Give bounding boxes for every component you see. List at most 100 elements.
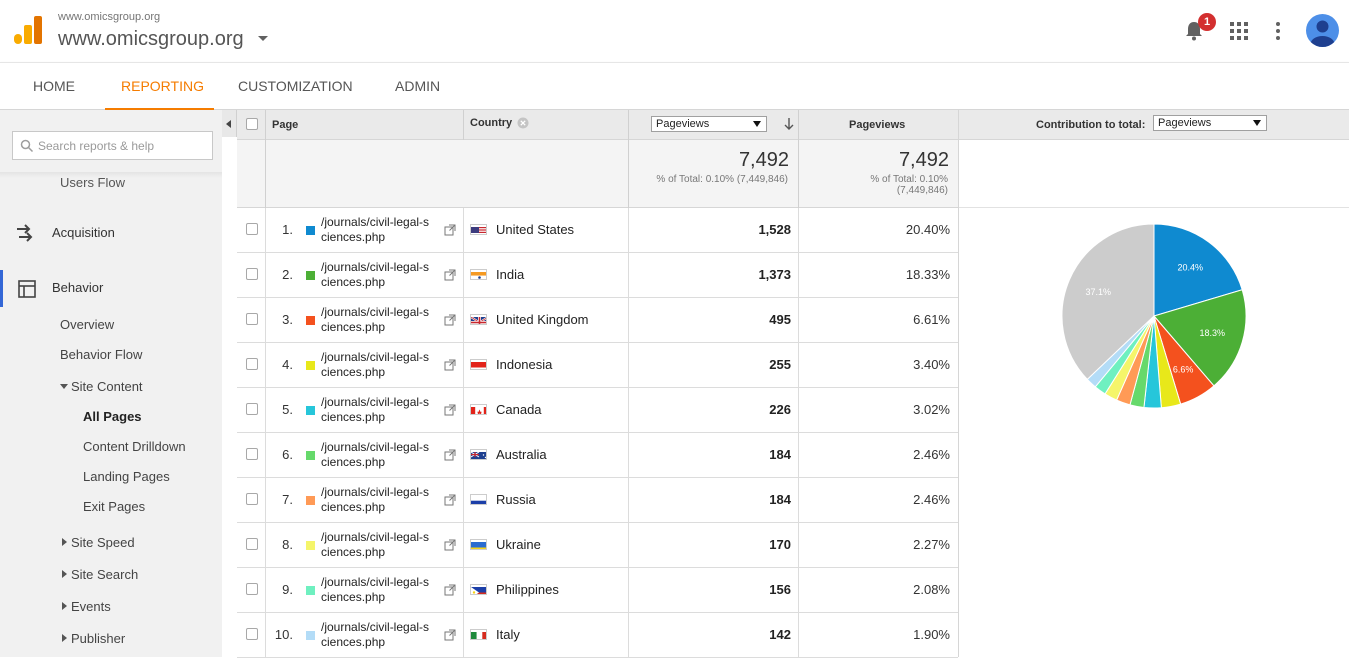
open-link-icon[interactable] <box>444 583 456 595</box>
pageviews-percent: 2.46% <box>799 447 950 462</box>
row-checkbox[interactable] <box>246 223 258 235</box>
main-nav: HOME REPORTING CUSTOMIZATION ADMIN <box>0 62 1349 110</box>
tab-admin[interactable]: ADMIN <box>395 63 440 110</box>
row-checkbox[interactable] <box>246 313 258 325</box>
flag-icon <box>470 629 487 640</box>
sidebar-item-site-speed[interactable]: Site Speed <box>62 535 135 550</box>
row-checkbox[interactable] <box>246 268 258 280</box>
sidebar-item-content-drilldown[interactable]: Content Drilldown <box>83 439 186 454</box>
pie-slice-label: 6.6% <box>1173 364 1194 374</box>
country-link[interactable]: Australia <box>496 447 547 462</box>
property-selector[interactable]: www.omicsgroup.org <box>58 28 244 51</box>
flag-icon <box>470 404 487 415</box>
country-link[interactable]: Philippines <box>496 582 559 597</box>
open-link-icon[interactable] <box>444 538 456 550</box>
select-all-checkbox[interactable] <box>246 118 258 130</box>
tab-customization[interactable]: CUSTOMIZATION <box>238 63 353 110</box>
row-checkbox[interactable] <box>246 493 258 505</box>
sidebar-item-overview[interactable]: Overview <box>60 317 114 332</box>
country-link[interactable]: Russia <box>496 492 536 507</box>
metric-select[interactable]: Pageviews <box>651 116 767 132</box>
open-link-icon[interactable] <box>444 223 456 235</box>
col-header-country[interactable]: Country <box>470 110 512 140</box>
row-number: 7. <box>263 492 293 507</box>
series-color-swatch <box>306 496 315 505</box>
row-checkbox[interactable] <box>246 583 258 595</box>
col-header-page[interactable]: Page <box>272 112 298 142</box>
sidebar-item-publisher[interactable]: Publisher <box>62 631 125 646</box>
remove-dimension-icon[interactable] <box>517 117 529 129</box>
col-header-pageviews[interactable]: Pageviews <box>849 112 905 142</box>
sort-descending-icon[interactable] <box>784 117 794 131</box>
open-link-icon[interactable] <box>444 628 456 640</box>
col-divider <box>463 523 464 568</box>
open-link-icon[interactable] <box>444 493 456 505</box>
country-link[interactable]: Italy <box>496 627 520 642</box>
sidebar-item-behavior-flow[interactable]: Behavior Flow <box>60 347 142 362</box>
analytics-logo-icon[interactable] <box>14 16 42 44</box>
open-link-icon[interactable] <box>444 448 456 460</box>
flag-icon <box>470 314 487 325</box>
contribution-select[interactable]: Pageviews <box>1153 115 1267 131</box>
row-checkbox[interactable] <box>246 358 258 370</box>
open-link-icon[interactable] <box>444 268 456 280</box>
sidebar-item-all-pages[interactable]: All Pages <box>83 409 142 424</box>
sidebar-item-exit-pages[interactable]: Exit Pages <box>83 499 145 514</box>
country-link[interactable]: United Kingdom <box>496 312 589 327</box>
collapse-sidebar-button[interactable] <box>222 110 237 137</box>
country-link[interactable]: United States <box>496 222 574 237</box>
more-vert-icon[interactable] <box>1271 20 1285 42</box>
country-link[interactable]: Indonesia <box>496 357 552 372</box>
row-checkbox[interactable] <box>246 538 258 550</box>
sidebar-item-site-content[interactable]: Site Content <box>60 379 143 394</box>
sidebar-item-site-search[interactable]: Site Search <box>62 567 138 582</box>
row-number: 1. <box>263 222 293 237</box>
row-checkbox[interactable] <box>246 448 258 460</box>
sidebar-item-events[interactable]: Events <box>62 599 111 614</box>
country-link[interactable]: Canada <box>496 402 542 417</box>
avatar-icon[interactable] <box>1306 14 1339 47</box>
sidebar-item-acquisition[interactable]: Acquisition <box>52 225 115 240</box>
apps-grid-icon[interactable] <box>1229 21 1249 41</box>
open-link-icon[interactable] <box>444 313 456 325</box>
tab-reporting[interactable]: REPORTING <box>105 63 214 110</box>
search-input[interactable] <box>38 137 208 155</box>
totals-row: 7,492 % of Total: 0.10% (7,449,846) 7,49… <box>237 140 958 208</box>
series-color-swatch <box>306 226 315 235</box>
country-link[interactable]: Ukraine <box>496 537 541 552</box>
behavior-icon <box>18 280 36 298</box>
row-checkbox[interactable] <box>246 628 258 640</box>
open-link-icon[interactable] <box>444 403 456 415</box>
open-link-icon[interactable] <box>444 358 456 370</box>
country-link[interactable]: India <box>496 267 524 282</box>
pageviews-value: 255 <box>629 357 791 372</box>
caret-down-icon[interactable] <box>258 36 268 41</box>
row-number: 6. <box>263 447 293 462</box>
tab-home[interactable]: HOME <box>33 63 75 110</box>
sidebar-item-landing-pages[interactable]: Landing Pages <box>83 469 170 484</box>
account-name-small: www.omicsgroup.org <box>58 11 160 23</box>
search-box[interactable] <box>12 131 213 160</box>
sidebar-item-behavior[interactable]: Behavior <box>52 280 103 295</box>
row-checkbox[interactable] <box>246 403 258 415</box>
